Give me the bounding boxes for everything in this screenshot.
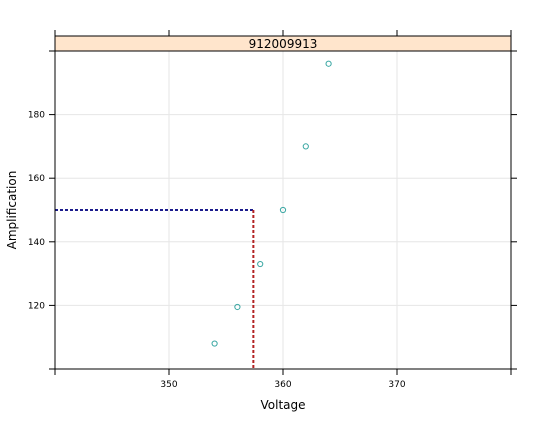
data-point (302, 143, 309, 150)
x-tick-label: 350 (160, 380, 177, 390)
data-point (279, 206, 287, 214)
data-point (234, 303, 241, 311)
x-tick-label: 370 (388, 380, 405, 390)
y-tick-label: 160 (28, 174, 45, 184)
y-tick-label: 140 (28, 238, 45, 248)
y-tick-label: 120 (28, 301, 45, 311)
axis-ticks: 350 360 370 120 140 160 180 (28, 30, 517, 390)
x-axis-title: Voltage (260, 398, 305, 412)
data-point (325, 60, 332, 67)
data-point (257, 260, 264, 268)
data-point (211, 340, 218, 347)
grid-lines (55, 51, 511, 369)
panel-label: 912009913 (249, 37, 318, 51)
reference-lines (55, 209, 255, 369)
x-tick-label: 360 (274, 380, 291, 390)
y-tick-label: 180 (28, 111, 45, 121)
data-points (211, 60, 332, 347)
y-axis-title: Amplification (5, 171, 19, 250)
